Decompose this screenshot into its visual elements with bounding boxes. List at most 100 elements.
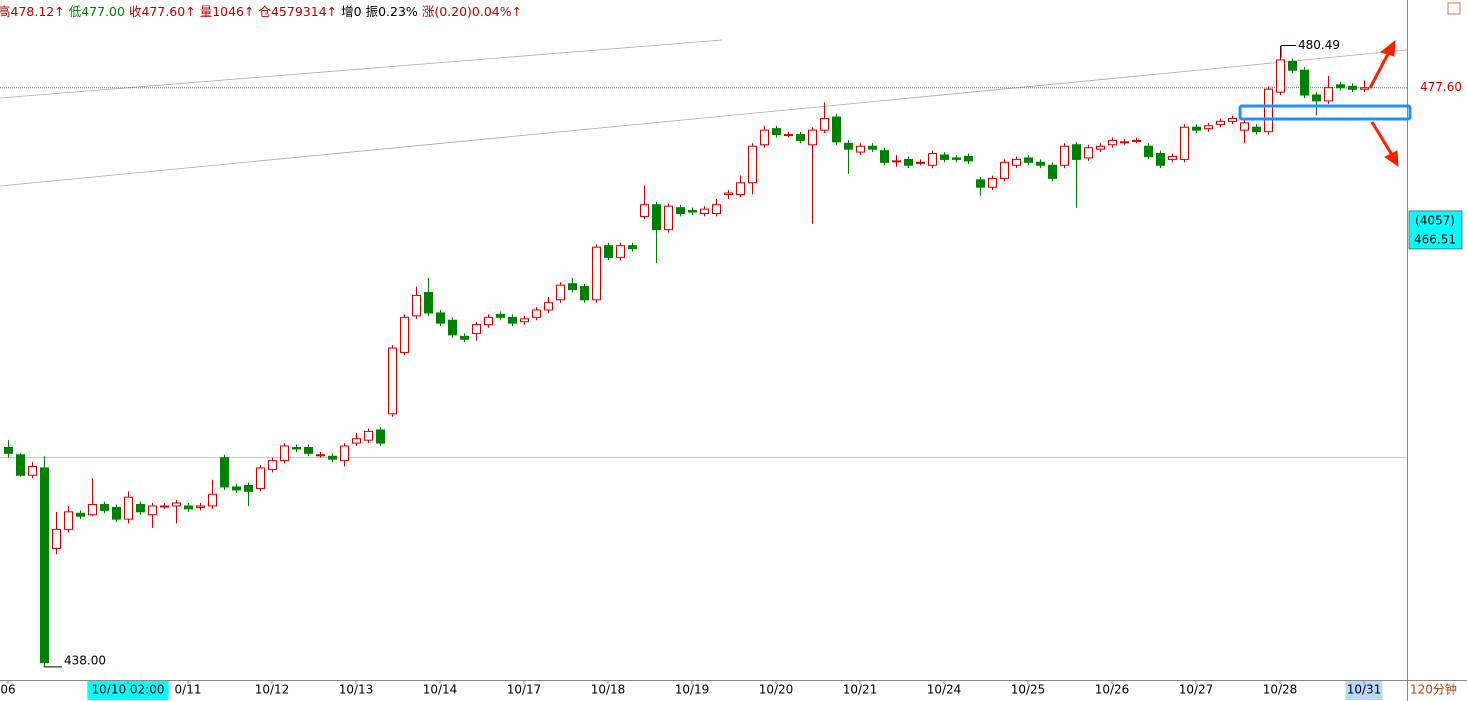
- candle-body: [1228, 117, 1237, 122]
- x-tick-label: 10/12: [255, 683, 290, 697]
- candle-body: [496, 313, 505, 318]
- candle-body: [100, 504, 109, 511]
- candle-body: [1276, 59, 1285, 93]
- candle-body: [880, 150, 889, 163]
- period-label: 120分钟: [1410, 682, 1457, 697]
- x-tick-label: 0/11: [175, 683, 202, 697]
- candle-body: [1072, 144, 1081, 160]
- info-item: 仓4579314↑: [258, 4, 337, 19]
- candle-body: [1180, 126, 1189, 160]
- info-item: 收477.60↑: [129, 4, 196, 19]
- candle-body: [280, 445, 289, 462]
- candle-body: [412, 294, 421, 317]
- candle-body: [136, 504, 145, 513]
- candle-body: [196, 505, 205, 508]
- candle-body: [856, 145, 865, 153]
- candle-body: [448, 319, 457, 336]
- x-tick-label: 10/10 02:00: [92, 683, 165, 697]
- candle-body: [1192, 126, 1201, 131]
- info-item: 涨(0.20)0.04%↑: [422, 4, 522, 19]
- candle-body: [988, 177, 997, 188]
- candle-body: [1312, 94, 1321, 102]
- x-tick-label: 10/21: [843, 683, 878, 697]
- candle-body: [16, 454, 25, 476]
- candle-body: [796, 134, 805, 141]
- crosshair-count: (4057): [1415, 213, 1455, 227]
- last-price-label: 477.60: [1420, 80, 1462, 94]
- info-bar: 高478.12↑ 低477.00 收477.60↑ 量1046↑ 仓4579314↑ 增0…: [0, 4, 522, 19]
- candle-body: [268, 460, 277, 470]
- candle-body: [700, 208, 709, 215]
- candle-body: [1096, 145, 1105, 150]
- candle-body: [1084, 147, 1093, 159]
- candle-body: [928, 153, 937, 166]
- candle-body: [1000, 161, 1009, 179]
- x-tick-label: 10/24: [927, 683, 962, 697]
- x-tick-label: 10/18: [591, 683, 626, 697]
- candle-body: [904, 158, 913, 166]
- candle-body: [208, 493, 217, 507]
- candle-body: [304, 446, 313, 454]
- info-item: 量1046↑: [200, 4, 255, 19]
- max-label: 480.49: [1298, 38, 1340, 52]
- x-label-highlight: [1345, 681, 1383, 700]
- trend-line: [0, 49, 1408, 187]
- candle-body: [160, 505, 169, 508]
- candle-body: [4, 446, 13, 454]
- x-tick-label: 10/19: [675, 683, 710, 697]
- candle-body: [88, 504, 97, 516]
- crosshair-box: [1408, 210, 1463, 250]
- candle-body: [616, 245, 625, 258]
- candle-body: [676, 207, 685, 215]
- info-item: 低477.00: [69, 4, 125, 19]
- info-item: 增0: [341, 4, 362, 19]
- candle-body: [1060, 145, 1069, 166]
- candle-body: [1324, 87, 1333, 102]
- candle-body: [364, 430, 373, 441]
- panel-icon[interactable]: [1447, 2, 1461, 15]
- x-tick-label: 10/14: [423, 683, 458, 697]
- candle-body: [328, 455, 337, 460]
- info-item: 振0.23%: [366, 4, 418, 19]
- candle-body: [232, 486, 241, 491]
- min-label: 438.00: [64, 653, 106, 667]
- candle-body: [556, 284, 565, 301]
- candle-body: [832, 116, 841, 143]
- candle-body: [652, 204, 661, 231]
- candle-body: [1240, 122, 1249, 131]
- candle-body: [1204, 125, 1213, 130]
- candle-body: [484, 316, 493, 326]
- candle-body: [1348, 85, 1357, 90]
- candle-body: [760, 129, 769, 146]
- candle-body: [544, 302, 553, 311]
- candle-body: [1252, 126, 1261, 133]
- candle-body: [220, 457, 229, 488]
- candle-body: [1108, 139, 1117, 146]
- candle-body: [580, 286, 589, 301]
- candle-body: [508, 316, 517, 324]
- candle-body: [472, 324, 481, 334]
- x-tick-label: 10/20: [759, 683, 794, 697]
- candle-body: [244, 485, 253, 492]
- candle-body: [124, 496, 133, 520]
- candle-body: [976, 179, 985, 188]
- x-tick-label: 06: [0, 683, 15, 697]
- candle-body: [460, 335, 469, 340]
- x-tick-label: 10/17: [507, 683, 542, 697]
- candle-body: [376, 429, 385, 444]
- candle-body: [772, 128, 781, 136]
- candle-body: [352, 438, 361, 444]
- candle-body: [40, 467, 49, 663]
- candle-body: [388, 347, 397, 415]
- x-tick-label: 10/25: [1011, 683, 1046, 697]
- candle-body: [1168, 155, 1177, 160]
- candle-body: [604, 245, 613, 258]
- candle-body: [1288, 60, 1297, 71]
- plot: [0, 44, 1407, 668]
- candle-body: [784, 134, 793, 137]
- candle-body: [1336, 84, 1345, 89]
- trend-line: [0, 39, 723, 99]
- candle-body: [64, 511, 73, 530]
- candle-body: [820, 117, 829, 131]
